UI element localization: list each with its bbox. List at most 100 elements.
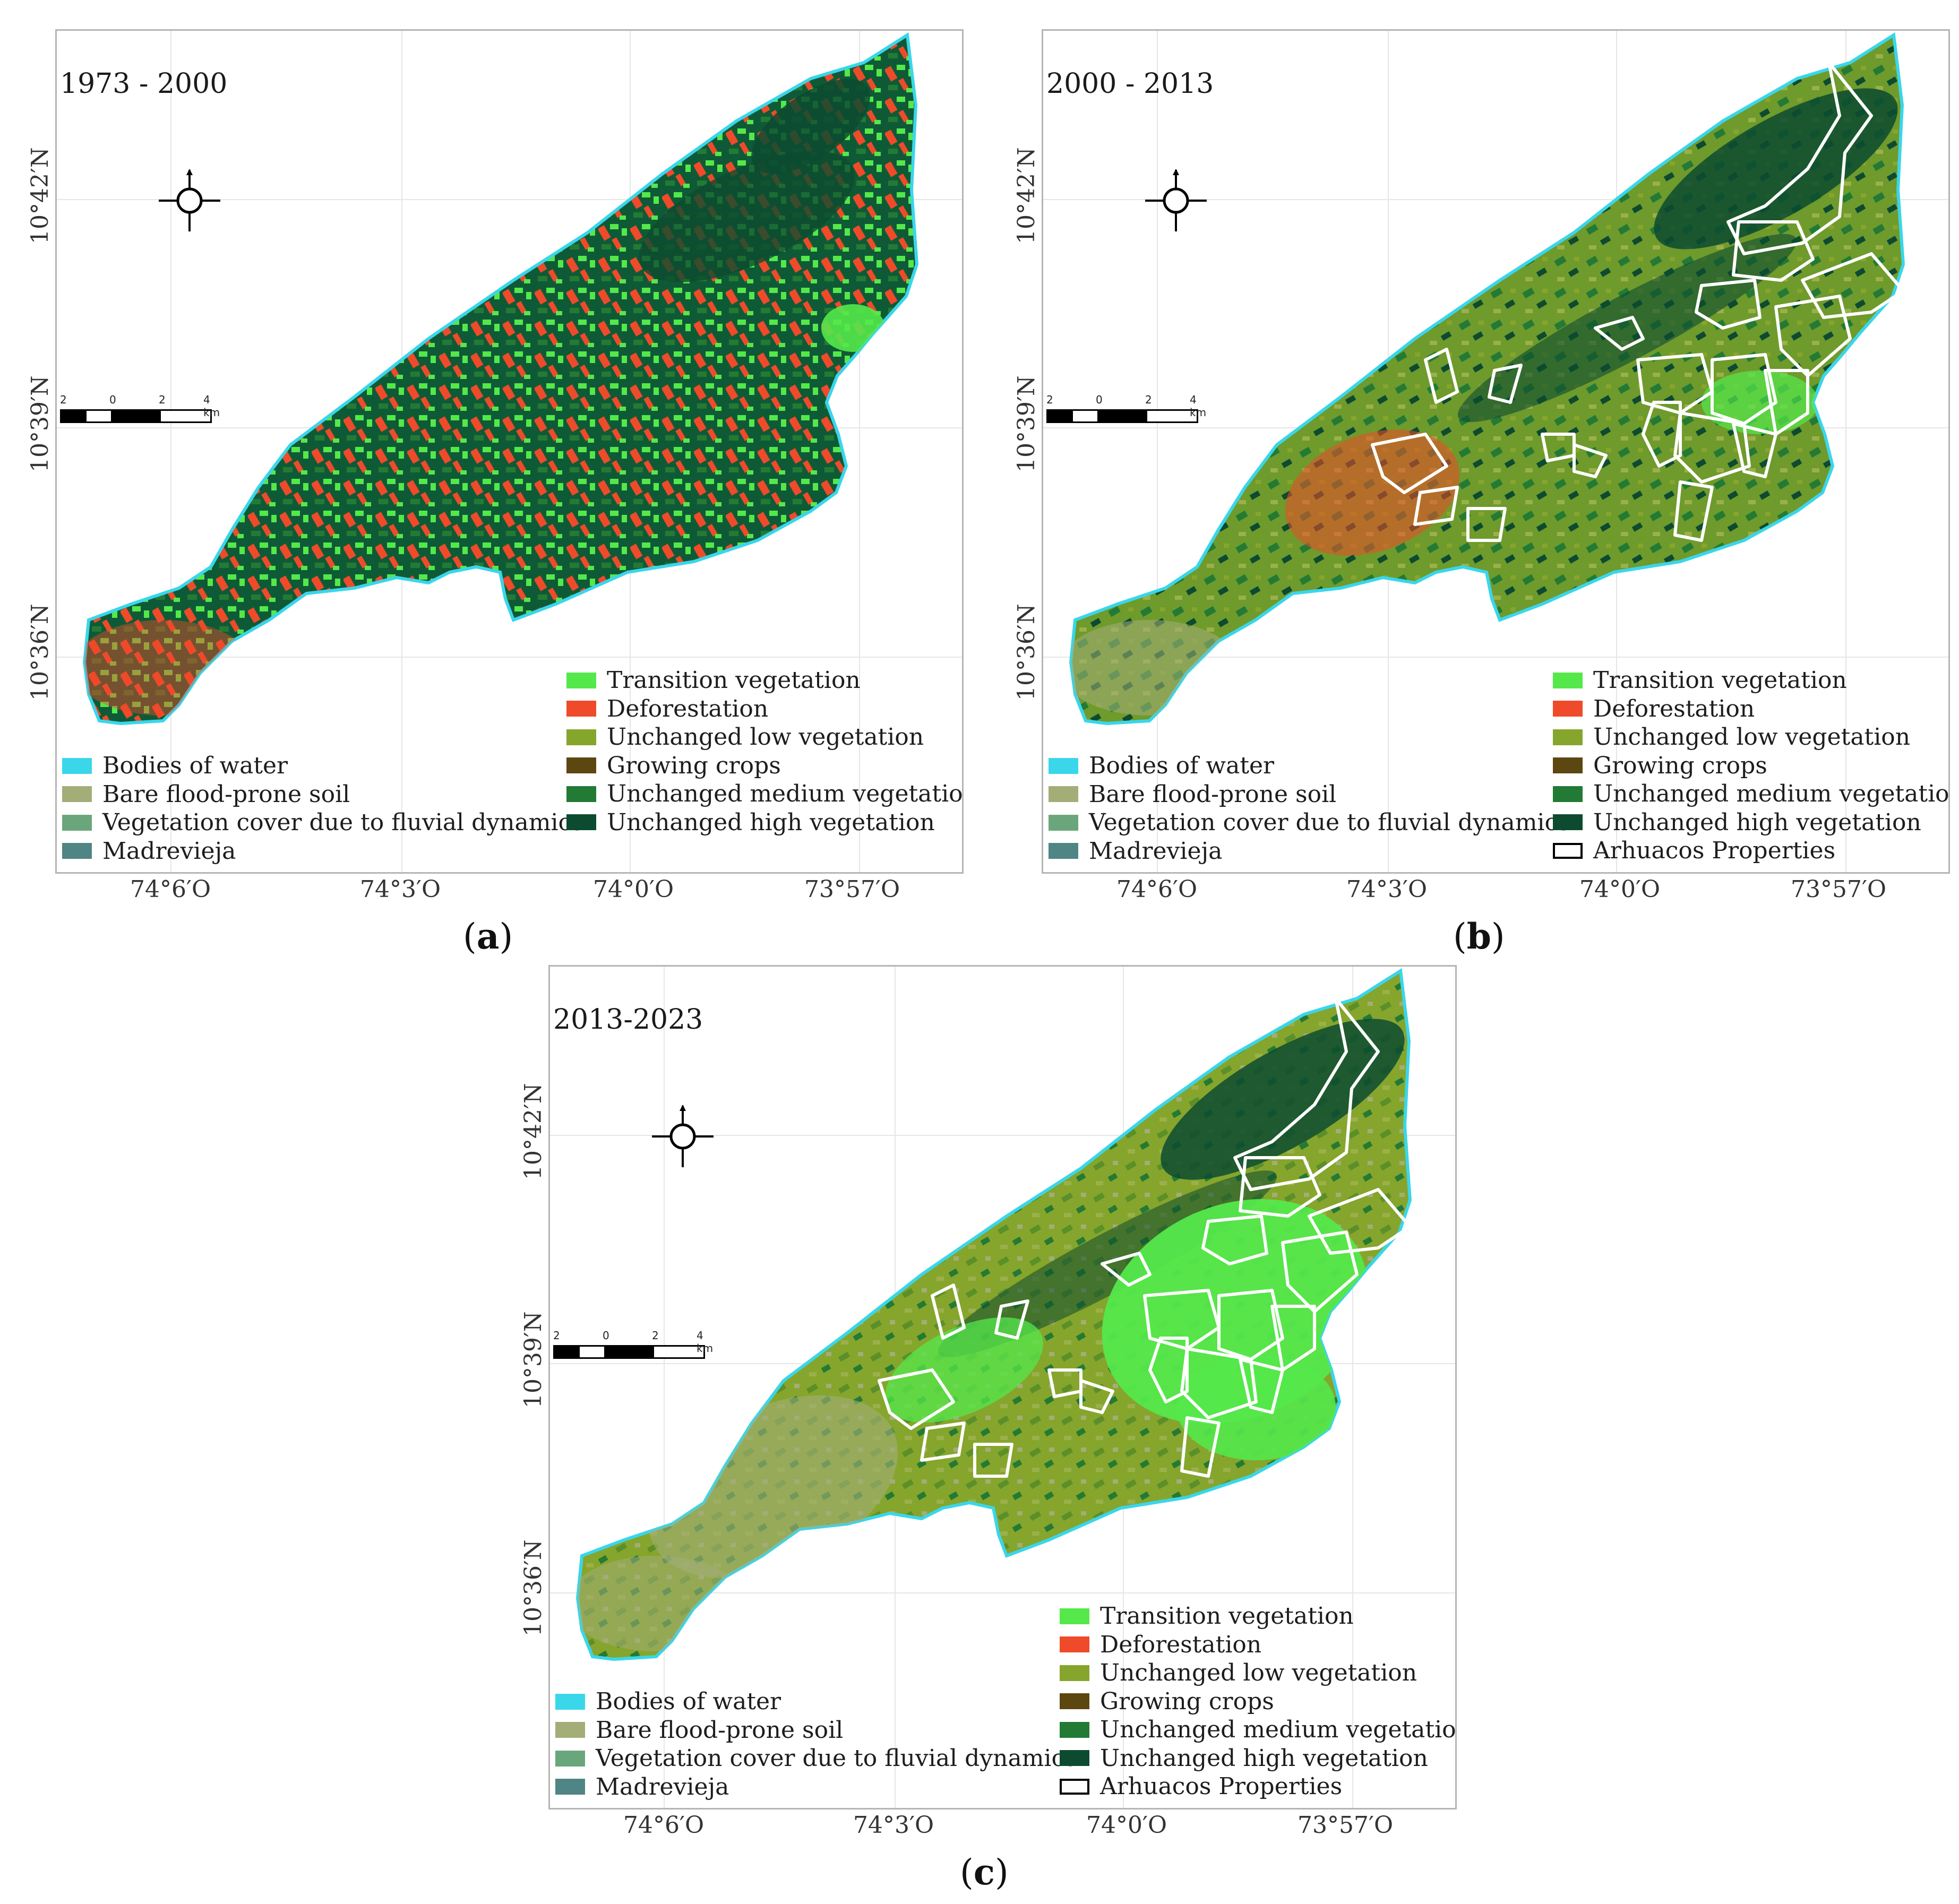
legend-item: Vegetation cover due to fluvial dynamics (1049, 808, 1570, 837)
legend-item: Growing crops (1553, 752, 1948, 780)
legend-swatch (1553, 701, 1583, 717)
legend-label: Transition vegetation (607, 667, 861, 694)
lon-label: 74°0′O (1579, 876, 1661, 903)
scale-tick: 0 (603, 1329, 609, 1342)
legend-right: Transition vegetation Deforestation Unch… (1553, 666, 1950, 865)
legend-label: Madrevieja (596, 1773, 729, 1800)
legend-label: Deforestation (607, 695, 769, 722)
period-label: 1973 - 2000 (60, 68, 228, 100)
legend-swatch (555, 1779, 585, 1795)
legend-swatch (1060, 1750, 1089, 1767)
legend-item: Bodies of water (555, 1687, 1077, 1716)
legend-item: Unchanged high vegetation (1553, 808, 1948, 837)
legend-label: Vegetation cover due to fluvial dynamics (102, 809, 583, 837)
legend-item: Bodies of water (62, 752, 583, 780)
legend-label: Deforestation (1593, 695, 1755, 722)
scale-tick: 4 km (1190, 393, 1207, 419)
legend-item: Arhuacos Properties (1060, 1772, 1455, 1801)
legend-swatch (62, 786, 92, 803)
scale-tick: 0 (1096, 393, 1103, 406)
legend-item: Arhuacos Properties (1553, 837, 1948, 865)
legend-swatch (1060, 1636, 1089, 1653)
legend-swatch (555, 1722, 585, 1738)
lon-label: 74°6′O (623, 1812, 704, 1839)
scale-tick: 4 km (203, 393, 220, 419)
legend-swatch (1060, 1778, 1089, 1795)
legend-swatch (1049, 843, 1078, 859)
legend-item: Unchanged low vegetation (1060, 1659, 1455, 1687)
legend-label: Bodies of water (1089, 752, 1275, 780)
legend-label: Unchanged medium vegetation (1593, 780, 1950, 808)
legend-swatch (1553, 842, 1583, 859)
lat-label: 10°36′N (520, 1539, 547, 1636)
legend-swatch (1049, 757, 1078, 774)
legend-swatch (62, 757, 92, 774)
period-label: 2000 - 2013 (1046, 68, 1214, 100)
legend-label: Unchanged medium vegetation (607, 780, 964, 808)
panel-caption: (a) (463, 916, 513, 957)
lon-label: 74°3′O (1346, 876, 1428, 903)
panel-caption: (b) (1453, 916, 1505, 957)
legend-label: Unchanged low vegetation (1593, 723, 1911, 751)
legend-item: Unchanged low vegetation (1553, 723, 1948, 752)
north-arrow-icon (159, 169, 220, 231)
legend-label: Deforestation (1100, 1631, 1262, 1658)
legend-swatch (566, 701, 596, 717)
lat-label: 10°42′N (520, 1083, 547, 1180)
scale-tick: 2 (1046, 393, 1053, 406)
legend-left: Bodies of water Bare flood-prone soil Ve… (555, 1687, 1077, 1801)
legend-swatch (1049, 786, 1078, 803)
legend-label: Transition vegetation (1100, 1603, 1354, 1630)
legend-swatch (1060, 1693, 1089, 1710)
scale-bar: 2 0 2 4 km (553, 1329, 713, 1359)
legend-label: Bodies of water (596, 1688, 781, 1716)
lat-label: 10°42′N (1013, 147, 1040, 244)
lon-label: 73°57′O (1791, 876, 1887, 903)
legend-item: Vegetation cover due to fluvial dynamics (555, 1744, 1077, 1773)
legend-item: Unchanged low vegetation (566, 723, 962, 752)
land-cover-map-c (550, 967, 1455, 1808)
legend-label: Unchanged high vegetation (1100, 1744, 1428, 1772)
scale-tick: 2 (159, 393, 166, 406)
legend-label: Vegetation cover due to fluvial dynamics (1089, 809, 1570, 837)
legend-item: Deforestation (566, 695, 962, 723)
legend-swatch (1049, 814, 1078, 831)
legend-label: Bare flood-prone soil (596, 1716, 844, 1744)
legend-swatch (555, 1750, 585, 1767)
lon-label: 74°3′O (853, 1812, 934, 1839)
legend-swatch (555, 1693, 585, 1710)
legend-label: Bare flood-prone soil (102, 780, 350, 808)
legend-label: Unchanged low vegetation (1100, 1659, 1417, 1687)
legend-item: Bare flood-prone soil (555, 1716, 1077, 1745)
scale-tick: 2 (553, 1329, 560, 1342)
legend-item: Unchanged high vegetation (566, 808, 962, 837)
legend-item: Madrevieja (555, 1773, 1077, 1802)
legend-item: Growing crops (1060, 1687, 1455, 1716)
legend-swatch (62, 843, 92, 859)
arhuacos-properties (1371, 61, 1905, 542)
legend-item: Bare flood-prone soil (62, 780, 583, 809)
legend-label: Bodies of water (102, 752, 288, 780)
north-arrow-icon (1145, 169, 1207, 231)
map-panel-a: 1973 - 2000 2 0 2 4 km Bodies of water B… (55, 29, 964, 874)
legend-item: Transition vegetation (1060, 1602, 1455, 1631)
legend-label: Growing crops (1100, 1687, 1274, 1715)
lat-label: 10°39′N (520, 1311, 547, 1408)
legend-swatch (1060, 1665, 1089, 1681)
lon-label: 73°57′O (1298, 1812, 1394, 1839)
legend-item: Madrevieja (62, 837, 583, 866)
legend-label: Arhuacos Properties (1100, 1773, 1343, 1800)
legend-item: Bare flood-prone soil (1049, 780, 1570, 809)
lon-label: 73°57′O (804, 876, 900, 903)
legend-label: Growing crops (1593, 752, 1767, 779)
legend-swatch (1553, 757, 1583, 774)
legend-label: Madrevieja (102, 837, 236, 865)
legend-item: Unchanged medium vegetation (566, 780, 964, 808)
legend-item: Growing crops (566, 752, 962, 780)
scale-tick: 2 (652, 1329, 659, 1342)
legend-swatch (566, 757, 596, 774)
arhuacos-properties (878, 997, 1412, 1478)
legend-label: Arhuacos Properties (1593, 837, 1836, 865)
legend-swatch (62, 814, 92, 831)
legend-label: Madrevieja (1089, 837, 1223, 865)
